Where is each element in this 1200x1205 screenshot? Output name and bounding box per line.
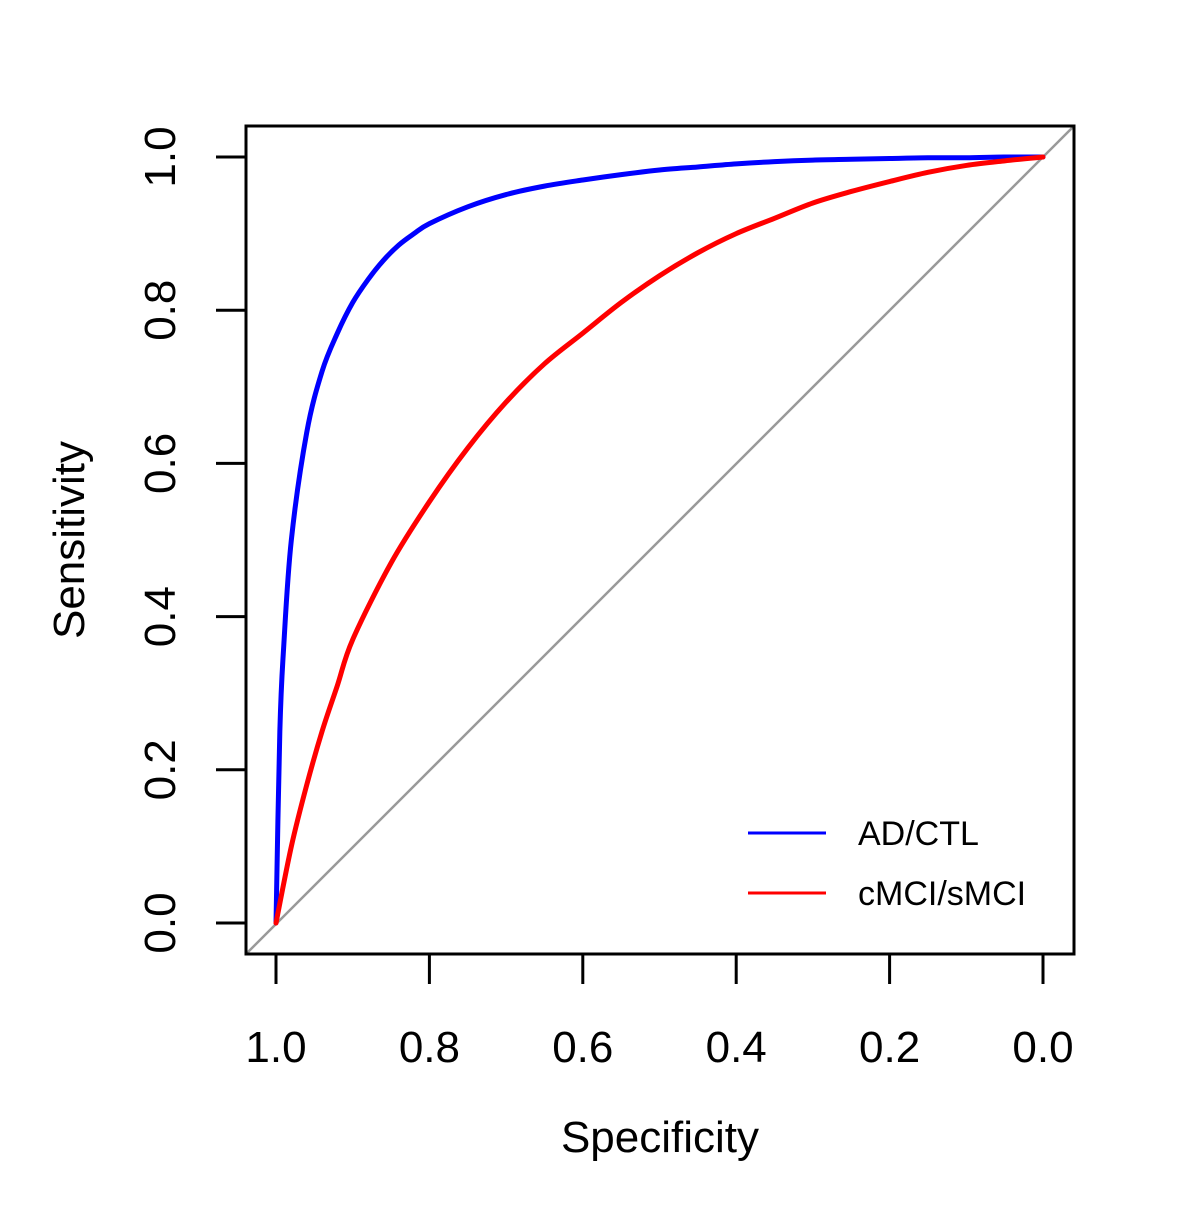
- y-tick-label: 0.0: [136, 892, 185, 953]
- legend-box: [714, 770, 1074, 954]
- x-tick-label: 0.6: [552, 1023, 613, 1072]
- x-tick-label: 0.0: [1012, 1023, 1073, 1072]
- series-layer: [273, 154, 1046, 926]
- y-tick-label: 0.6: [136, 433, 185, 494]
- legend-label-1: cMCI/sMCI: [858, 875, 1026, 913]
- x-axis-title: Specificity: [561, 1113, 759, 1162]
- legend: AD/CTL cMCI/sMCI: [714, 770, 1076, 956]
- reference-diagonal-layer: [245, 125, 1075, 955]
- x-tick-label: 0.8: [399, 1023, 460, 1072]
- y-tick-label: 1.0: [136, 126, 185, 187]
- y-tick-label: 0.4: [136, 586, 185, 647]
- series-line-1: [273, 154, 1046, 926]
- y-axis-title: Sensitivity: [45, 441, 94, 639]
- x-tick-label: 0.4: [706, 1023, 767, 1072]
- legend-label-0: AD/CTL: [858, 815, 979, 853]
- y-tick-label: 0.8: [136, 280, 185, 341]
- x-tick-label: 0.2: [859, 1023, 920, 1072]
- x-tick-label: 1.0: [245, 1023, 306, 1072]
- y-tick-label: 0.2: [136, 739, 185, 800]
- series-line-0: [273, 154, 1046, 926]
- chance-diagonal-line: [245, 125, 1075, 955]
